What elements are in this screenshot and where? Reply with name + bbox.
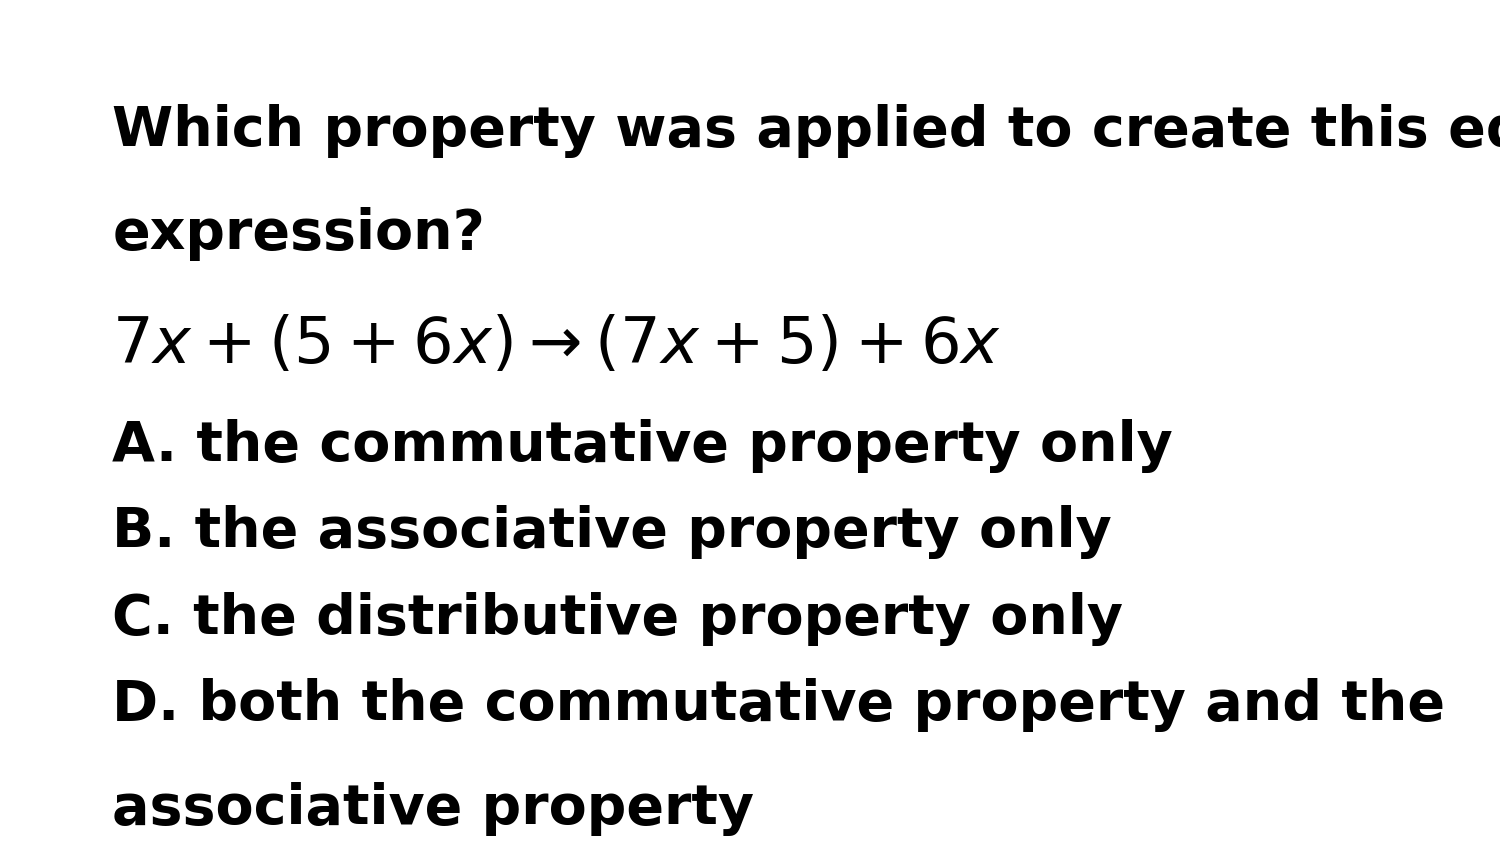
Text: C. the distributive property only: C. the distributive property only — [112, 592, 1124, 646]
Text: $7x + (5 + 6x) \rightarrow (7x + 5) + 6x$: $7x + (5 + 6x) \rightarrow (7x + 5) + 6x… — [112, 315, 1002, 377]
Text: Which property was applied to create this equivalent: Which property was applied to create thi… — [112, 104, 1500, 157]
Text: A. the commutative property only: A. the commutative property only — [112, 419, 1173, 473]
Text: D. both the commutative property and the: D. both the commutative property and the — [112, 678, 1446, 733]
Text: expression?: expression? — [112, 207, 486, 262]
Text: associative property: associative property — [112, 782, 754, 836]
Text: B. the associative property only: B. the associative property only — [112, 505, 1112, 560]
